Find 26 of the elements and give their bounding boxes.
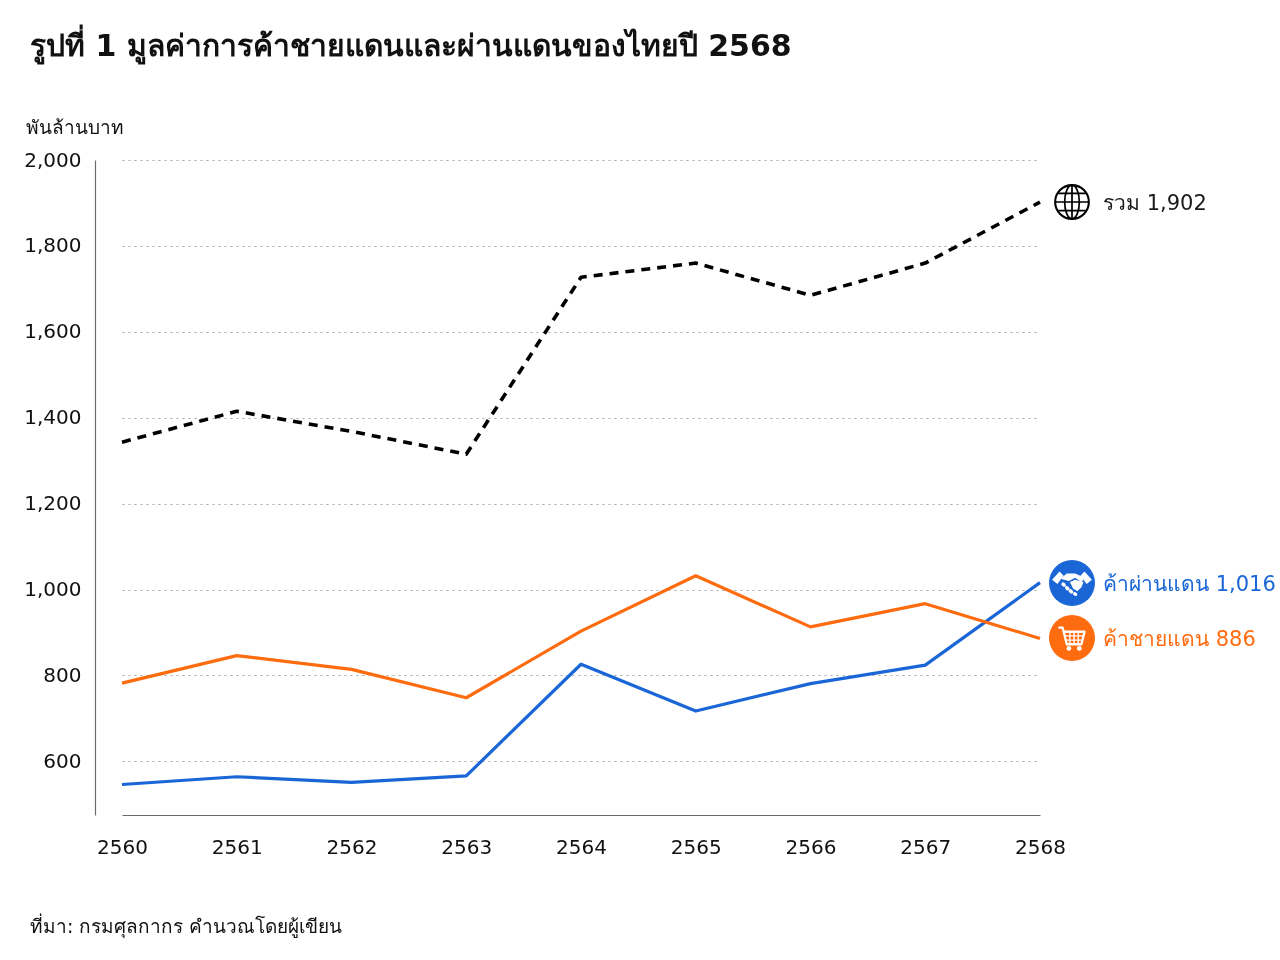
y-tick-label: 1,800 [24, 233, 82, 258]
text: ค้าชายแดน 886 [1103, 627, 1256, 652]
x-tick-label: 2561 [211, 834, 263, 859]
y-tick-label: 1,400 [24, 405, 82, 430]
line-series [120, 574, 1042, 700]
line-series [120, 581, 1042, 787]
y-tick-label: 1,000 [24, 577, 82, 602]
y-tick-label: 600 [43, 748, 82, 773]
text: ที่มา: กรมศุลกากร คำนวณโดยผู้เขียน [30, 913, 343, 939]
y-tick-label: 800 [43, 662, 82, 687]
y-tick-label: 1,200 [24, 491, 82, 516]
x-tick-label: 2568 [1015, 834, 1066, 859]
x-tick-label: 2565 [670, 834, 722, 859]
text: ค้าผ่านแดน 1,016 [1103, 571, 1276, 596]
x-tick-label: 2566 [785, 834, 837, 859]
x-tick-label: 2562 [326, 834, 378, 859]
x-tick-label: 2564 [556, 834, 607, 859]
chart-title: รูปที่ 1 มูลค่าการค้าชายแดนและผ่านแดนของไทยปี 2568 [30, 24, 792, 65]
y-axis-title: พันล้านบาท [25, 115, 124, 138]
text: รวม 1,902 [1103, 191, 1207, 216]
line-series [120, 200, 1042, 457]
y-tick-label: 1,600 [24, 319, 82, 344]
x-tick-label: 2563 [441, 834, 493, 859]
y-tick-label: 2,000 [24, 147, 82, 172]
x-tick-label: 2567 [900, 834, 952, 859]
x-tick-label: 2560 [97, 834, 148, 859]
